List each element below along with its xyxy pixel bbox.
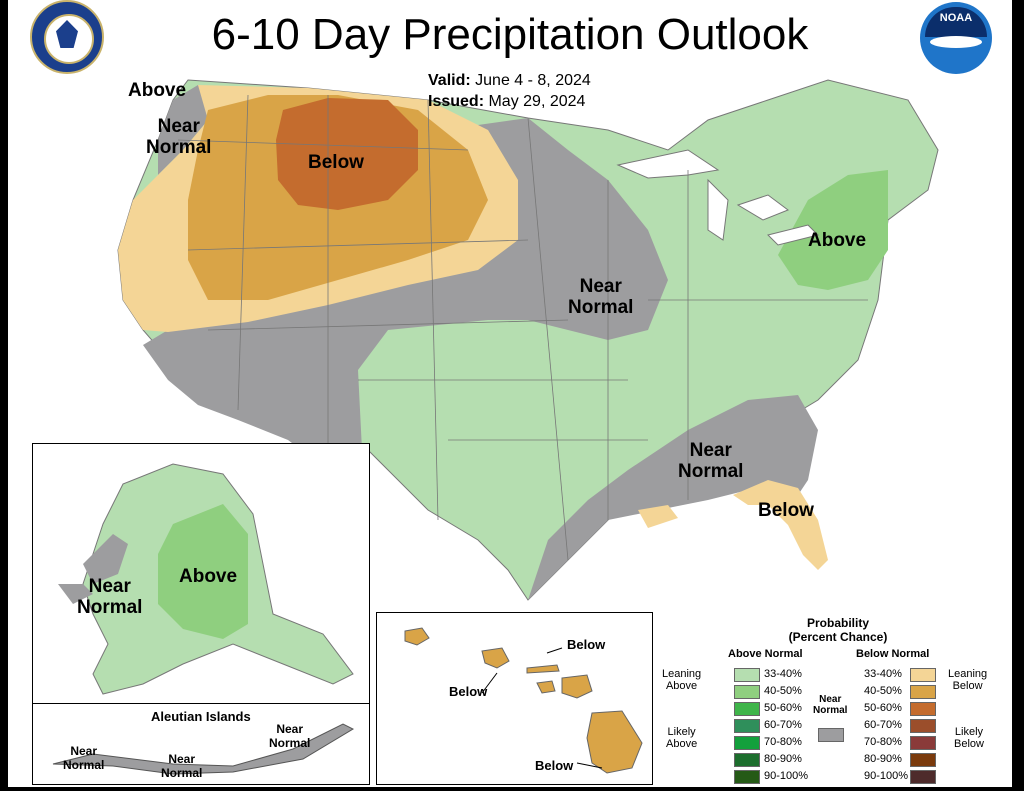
legend-above-range-3: 60-70% bbox=[764, 719, 802, 731]
legend-above-swatch-1 bbox=[734, 685, 760, 699]
aleutian-map bbox=[52, 723, 355, 775]
legend-near-swatch bbox=[818, 728, 844, 742]
issued-label: Issued: bbox=[428, 93, 485, 110]
legend-below-swatch-5 bbox=[910, 753, 936, 767]
noaa-logo-text: NOAA bbox=[939, 12, 973, 24]
legend-above-swatch-5 bbox=[734, 753, 760, 767]
conus-above-nw-label: Above bbox=[128, 80, 187, 101]
legend-above-swatch-2 bbox=[734, 702, 760, 716]
conus-near-normal-nw-label: Near Normal bbox=[146, 116, 212, 158]
legend-leaning-below-label: Leaning Below bbox=[948, 668, 988, 692]
legend-title: Probability (Percent Chance) bbox=[788, 616, 888, 644]
alaska-map bbox=[58, 463, 354, 695]
issued-value: May 29, 2024 bbox=[488, 93, 586, 110]
legend-below-swatch-3 bbox=[910, 719, 936, 733]
legend-below-range-1: 40-50% bbox=[864, 685, 902, 697]
alaska-near-normal-label: Near Normal bbox=[77, 576, 143, 618]
legend-below-swatch-2 bbox=[910, 702, 936, 716]
map-canvas: Near Normal Above Aleutian Islands Near … bbox=[8, 0, 1012, 787]
legend-likely-above-label: Likely Above bbox=[666, 726, 698, 750]
conus-map bbox=[117, 79, 939, 601]
great-lakes bbox=[616, 149, 819, 246]
page-title: 6-10 Day Precipitation Outlook bbox=[211, 10, 809, 59]
legend-above-range-6: 90-100% bbox=[764, 770, 809, 782]
legend-below-range-2: 50-60% bbox=[864, 702, 902, 714]
legend-above-range-0: 33-40% bbox=[764, 668, 802, 680]
alaska-inset: Near Normal Above bbox=[32, 443, 370, 705]
conus-above-ne-label: Above bbox=[808, 230, 867, 251]
hawaii-below-label-3: Below bbox=[535, 758, 574, 773]
legend-above-range-4: 70-80% bbox=[764, 736, 802, 748]
legend-below-range-0: 33-40% bbox=[864, 668, 902, 680]
legend-near-label: Near Normal bbox=[813, 694, 848, 716]
conus-below-fl-label: Below bbox=[758, 500, 814, 521]
gulf-below-area bbox=[638, 505, 678, 528]
legend-below-swatch-6 bbox=[910, 770, 936, 784]
hawaii-inset: Below Below Below bbox=[376, 612, 653, 785]
legend-below-range-3: 60-70% bbox=[864, 719, 902, 731]
conus-near-normal-se-label: Near Normal bbox=[678, 440, 744, 482]
valid-value: June 4 - 8, 2024 bbox=[475, 72, 591, 89]
fl-below-area bbox=[733, 480, 828, 570]
hawaii-below-label-2: Below bbox=[567, 637, 606, 652]
legend-above-header: Above Normal bbox=[728, 648, 803, 660]
legend-below-header: Below Normal bbox=[856, 648, 930, 660]
west-below-50-area bbox=[276, 98, 418, 210]
legend-above-range-2: 50-60% bbox=[764, 702, 802, 714]
hawaii-below-label-1: Below bbox=[449, 684, 488, 699]
conus-below-west-label: Below bbox=[308, 152, 364, 173]
aleutian-near-normal-label-1: Near Normal bbox=[63, 744, 105, 772]
legend: Probability (Percent Chance) Above Norma… bbox=[658, 612, 1008, 784]
aleutian-title: Aleutian Islands bbox=[151, 709, 251, 724]
legend-below-range-4: 70-80% bbox=[864, 736, 902, 748]
legend-leaning-above-label: Leaning Above bbox=[662, 668, 702, 692]
legend-above-swatch-4 bbox=[734, 736, 760, 750]
conus-near-normal-central-label: Near Normal bbox=[568, 276, 634, 318]
issued-row: Issued: May 29, 2024 bbox=[428, 93, 585, 111]
se-near-normal-area bbox=[528, 395, 818, 600]
legend-above-range-1: 40-50% bbox=[764, 685, 802, 697]
aleutian-near-normal-label-2: Near Normal bbox=[161, 752, 203, 780]
legend-below-range-5: 80-90% bbox=[864, 753, 902, 765]
alaska-above-label: Above bbox=[179, 566, 238, 587]
legend-above-swatch-3 bbox=[734, 719, 760, 733]
legend-below-swatch-4 bbox=[910, 736, 936, 750]
ne-above-area bbox=[778, 170, 888, 290]
central-near-normal-area bbox=[143, 118, 668, 470]
legend-below-swatch-0 bbox=[910, 668, 936, 682]
legend-above-range-5: 80-90% bbox=[764, 753, 802, 765]
aleutian-inset: Aleutian Islands Near Normal Near Normal… bbox=[32, 703, 370, 785]
commerce-seal-icon bbox=[30, 0, 104, 74]
valid-row: Valid: June 4 - 8, 2024 bbox=[428, 72, 591, 90]
legend-above-swatch-0 bbox=[734, 668, 760, 682]
state-borders bbox=[177, 94, 868, 561]
legend-below-range-6: 90-100% bbox=[864, 770, 909, 782]
legend-below-swatch-1 bbox=[910, 685, 936, 699]
hawaii-map bbox=[404, 627, 643, 774]
legend-likely-below-label: Likely Below bbox=[954, 726, 984, 750]
noaa-logo-icon: NOAA bbox=[920, 2, 992, 74]
valid-label: Valid: bbox=[428, 72, 471, 89]
legend-above-swatch-6 bbox=[734, 770, 760, 784]
aleutian-near-normal-label-3: Near Normal bbox=[269, 722, 311, 750]
